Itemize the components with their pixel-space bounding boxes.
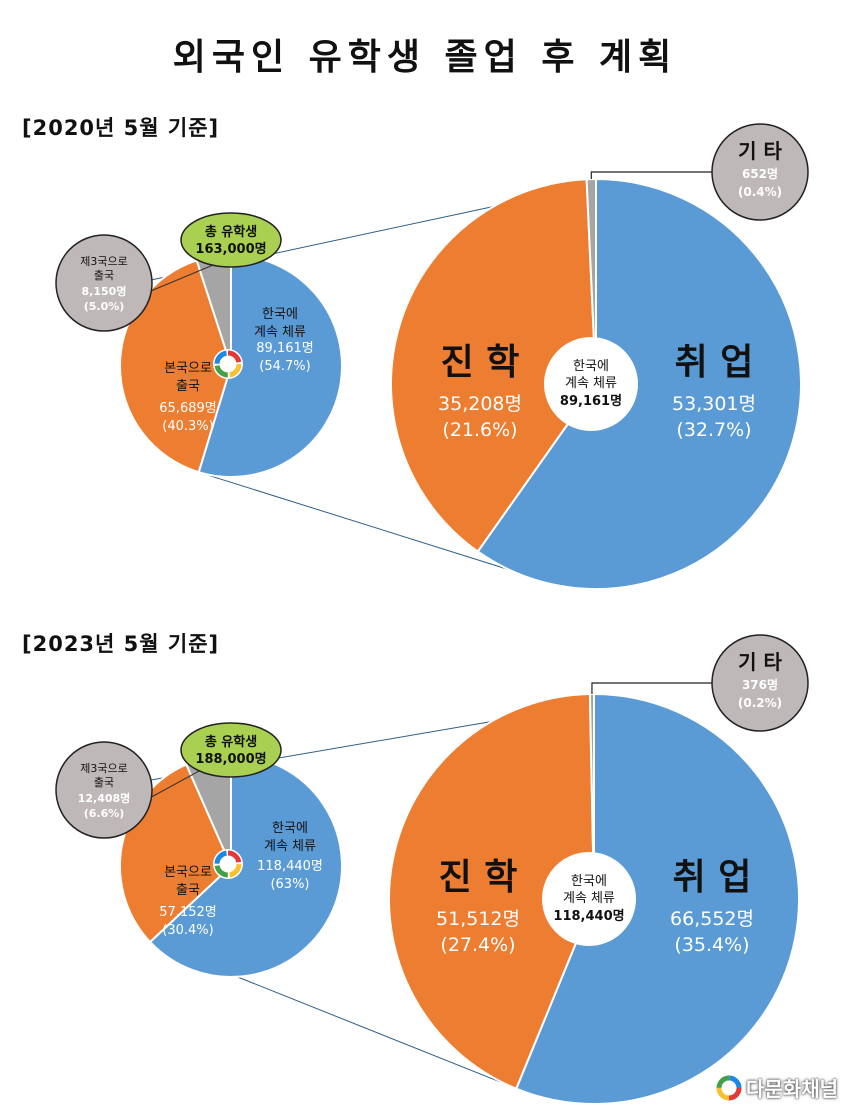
job-value: 53,301명 <box>672 393 756 415</box>
third-value: 8,150명 <box>82 284 127 298</box>
etc-percent: (0.2%) <box>738 696 782 710</box>
small-pie-slice-stay-2020 <box>197 253 343 478</box>
big-pie-slice-job-2023 <box>514 692 800 1105</box>
home-label-line2: 출국 <box>176 883 200 898</box>
third-country-bubble <box>55 741 153 839</box>
small-pie-logo-2020 <box>213 349 243 379</box>
stay-label-line2: 계속 체류 <box>264 839 316 854</box>
stay-value: 118,440명 <box>257 859 323 874</box>
small-pie-slice-stay-2023 <box>148 753 343 978</box>
total-label: 총 유학생 <box>205 224 257 240</box>
job-value: 66,552명 <box>670 908 754 930</box>
stay-percent: (54.7%) <box>259 359 310 374</box>
connector-line-bottom <box>198 471 510 571</box>
big-pie-slice-etc-2023 <box>588 692 595 900</box>
big-pie-slice-study-2020 <box>390 178 598 553</box>
period-label-2020: [2020년 5월 기준] <box>22 116 220 140</box>
big-pie-slice-job-2020 <box>476 177 802 590</box>
etc-bubble <box>711 123 809 221</box>
center-value: 89,161명 <box>560 393 622 409</box>
stay-label-line1: 한국에 <box>262 307 298 322</box>
third-label-line1: 제3국으로 <box>80 255 127 268</box>
etc-value: 376명 <box>742 678 778 692</box>
stay-percent: (63%) <box>270 877 309 892</box>
third-label-line2: 출국 <box>94 776 114 789</box>
home-value: 65,689명 <box>159 401 216 416</box>
job-label: 취 업 <box>675 342 754 383</box>
study-value: 51,512명 <box>436 908 520 930</box>
home-label-line2: 출국 <box>176 379 200 394</box>
small-pie-slice-home-2020 <box>119 259 233 474</box>
study-percent: (21.6%) <box>442 419 517 441</box>
total-value: 188,000명 <box>195 751 266 767</box>
home-percent: (40.3%) <box>162 419 213 434</box>
stay-value: 89,161명 <box>256 341 313 356</box>
center-label-line1: 한국에 <box>573 359 609 374</box>
etc-label: 기 타 <box>738 139 782 163</box>
job-percent: (32.7%) <box>676 419 751 441</box>
third-country-bubble <box>55 234 153 332</box>
study-label: 진 학 <box>441 342 520 383</box>
center-label-line2: 계속 체류 <box>563 891 615 906</box>
third-percent: (6.6%) <box>84 807 125 820</box>
total-students-bubble <box>180 722 282 778</box>
etc-label: 기 타 <box>738 650 782 674</box>
study-percent: (27.4%) <box>440 934 515 956</box>
study-label: 진 학 <box>439 857 518 898</box>
home-label-line1: 본국으로 <box>164 361 212 376</box>
third-percent: (5.0%) <box>84 300 125 313</box>
total-label: 총 유학생 <box>205 734 257 750</box>
big-pie-center <box>542 852 636 946</box>
etc-value: 652명 <box>742 167 778 181</box>
small-pie-logo-2023 <box>213 849 243 879</box>
study-value: 35,208명 <box>438 393 522 415</box>
watermark-text: 다문화채널 <box>746 1077 838 1101</box>
page-title: 외국인 유학생 졸업 후 계획 <box>172 37 678 78</box>
period-label-2023: [2023년 5월 기준] <box>22 632 220 656</box>
center-value: 118,440명 <box>553 908 624 924</box>
stay-label-line2: 계속 체류 <box>254 325 306 340</box>
center-label-line2: 계속 체류 <box>565 376 617 391</box>
home-percent: (30.4%) <box>162 923 213 938</box>
etc-callout-line <box>591 682 712 695</box>
total-students-bubble <box>180 212 282 268</box>
job-percent: (35.4%) <box>674 934 749 956</box>
etc-percent: (0.4%) <box>738 185 782 199</box>
etc-callout-line <box>590 171 712 180</box>
job-label: 취 업 <box>673 857 752 898</box>
watermark: 다문화채널 <box>716 1073 838 1102</box>
center-label-line1: 한국에 <box>571 874 607 889</box>
big-pie-slice-study-2023 <box>388 693 596 1090</box>
third-label-line2: 출국 <box>94 269 114 282</box>
third-label-line1: 제3국으로 <box>80 762 127 775</box>
third-callout-line <box>145 263 216 294</box>
third-value: 12,408명 <box>78 791 131 805</box>
etc-bubble <box>711 634 809 732</box>
big-pie-center <box>544 337 638 431</box>
watermark-logo-icon <box>716 1075 742 1100</box>
home-label-line1: 본국으로 <box>164 865 212 880</box>
stay-label-line1: 한국에 <box>272 821 308 836</box>
home-value: 57,152명 <box>159 905 216 920</box>
total-value: 163,000명 <box>195 241 266 257</box>
